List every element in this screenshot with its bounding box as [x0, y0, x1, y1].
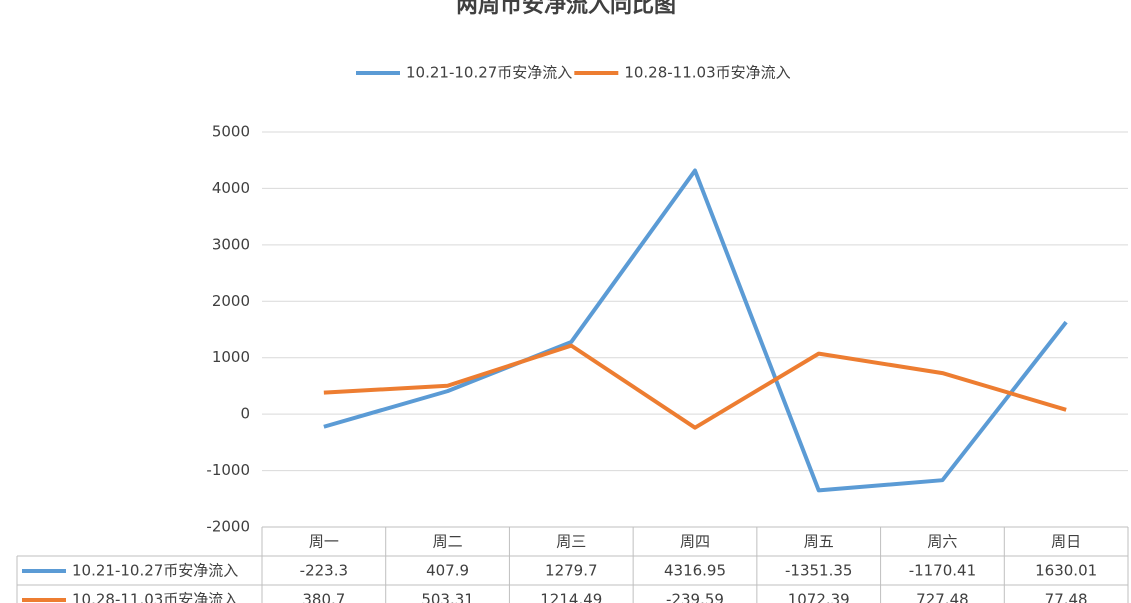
y-tick-label: 0 [240, 405, 250, 423]
legend-label: 10.21-10.27币安净流入 [406, 64, 572, 82]
legend-label: 10.28-11.03币安净流入 [624, 64, 790, 82]
series-line [323, 168, 1068, 493]
table-value: -239.59 [666, 591, 724, 603]
table-value: 503.31 [421, 591, 474, 603]
table-value: 1630.01 [1035, 562, 1097, 580]
series-line [323, 343, 1067, 430]
table-value: 77.48 [1045, 591, 1088, 603]
table-value: 1072.39 [788, 591, 850, 603]
x-tick-label: 周四 [680, 533, 710, 551]
x-tick-label: 周日 [1051, 533, 1081, 551]
table-value: 727.48 [916, 591, 969, 603]
x-tick-label: 周六 [927, 533, 957, 551]
y-tick-label: -2000 [206, 518, 250, 536]
table-series-label: 10.21-10.27币安净流入 [72, 562, 238, 580]
x-tick-label: 周五 [804, 533, 834, 551]
x-tick-label: 周二 [433, 533, 463, 551]
x-tick-label: 周三 [556, 533, 586, 551]
table-value: -1351.35 [785, 562, 852, 580]
y-tick-label: 4000 [212, 179, 250, 197]
y-tick-label: -1000 [206, 461, 250, 479]
table-value: 4316.95 [664, 562, 726, 580]
y-tick-label: 1000 [212, 348, 250, 366]
table-value: 407.9 [426, 562, 469, 580]
y-tick-label: 2000 [212, 292, 250, 310]
table-value: -1170.41 [909, 562, 976, 580]
table-value: 1279.7 [545, 562, 598, 580]
y-tick-label: 5000 [212, 123, 250, 141]
y-tick-label: 3000 [212, 235, 250, 253]
x-tick-label: 周一 [309, 533, 339, 551]
chart-title: 两周币安净流入同比图 [456, 0, 676, 18]
table-value: -223.3 [300, 562, 348, 580]
table-series-label: 10.28-11.03币安净流入 [72, 591, 238, 603]
table-value: 380.7 [302, 591, 345, 603]
table-value: 1214.49 [540, 591, 602, 603]
